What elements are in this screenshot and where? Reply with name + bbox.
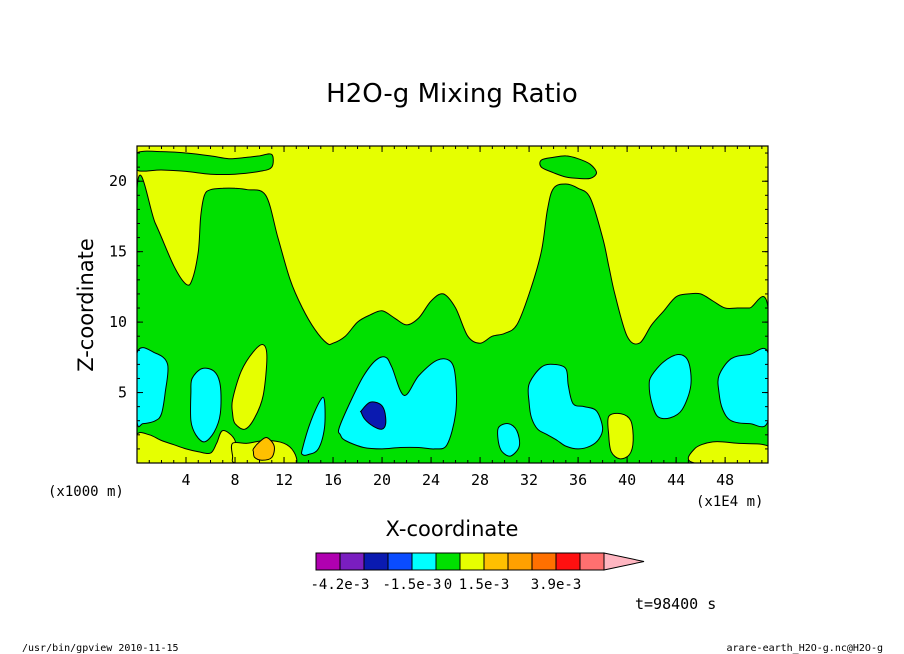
x-unit-note: (x1E4 m)	[696, 494, 763, 510]
x-tick-label: 4	[181, 471, 190, 489]
contour-region-15	[607, 412, 634, 460]
colorbar-arrow	[603, 552, 645, 571]
contour-region-7	[497, 423, 521, 457]
contour-region-16	[687, 441, 768, 463]
x-axis: 4 8 12 16 20 24 28 32 36 40 44 48	[148, 146, 763, 489]
colorbar-swatch-4	[411, 552, 437, 571]
x-axis-label: X-coordinate	[386, 517, 519, 541]
x-tick-label: 16	[324, 471, 342, 489]
contour-region-13	[231, 344, 268, 430]
chart-title: H2O-g Mixing Ratio	[326, 79, 578, 109]
colorbar-swatch-8	[507, 552, 533, 571]
x-tick-label: 40	[618, 471, 636, 489]
contour-fills	[137, 150, 768, 463]
x-tick-label: 24	[422, 471, 440, 489]
contour-region-2	[539, 155, 598, 180]
contour-region-6	[337, 356, 457, 450]
colorbar-swatch-6	[459, 552, 485, 571]
x-tick-label: 8	[231, 471, 240, 489]
colorbar-swatch-5	[435, 552, 461, 571]
contour-region-12	[137, 430, 238, 463]
x-tick-label: 20	[373, 471, 391, 489]
contour-region-9	[648, 353, 692, 420]
colorbar-label: -4.2e-3	[310, 577, 369, 593]
y-tick-label: 10	[109, 313, 127, 331]
y-tick-label: 5	[118, 384, 127, 402]
y-axis-label: Z-coordinate	[74, 238, 98, 372]
contour-region-1	[137, 150, 274, 175]
colorbar-swatch-11	[579, 552, 605, 571]
colorbar-swatch-7	[483, 552, 509, 571]
colorbar-swatch-9	[531, 552, 557, 571]
footer-right: arare-earth_H2O-g.nc@H2O-g	[726, 643, 883, 654]
colorbar-labels: -4.2e-3 -1.5e-3 0 1.5e-3 3.9e-3	[310, 577, 581, 593]
footer-left: /usr/bin/gpview 2010-11-15	[22, 643, 179, 654]
colorbar	[315, 552, 645, 571]
contour-region-8	[527, 363, 604, 450]
x-tick-label: 28	[471, 471, 489, 489]
colorbar-swatch-10	[555, 552, 581, 571]
colorbar-label: 3.9e-3	[531, 577, 582, 593]
contour-region-3	[137, 347, 169, 428]
y-axis: 5 10 15 20	[109, 152, 768, 450]
x-tick-label: 12	[275, 471, 293, 489]
colorbar-swatch-3	[387, 552, 413, 571]
y-tick-label: 15	[109, 243, 127, 261]
contour-region-4	[189, 367, 222, 443]
colorbar-label: -1.5e-3	[382, 577, 441, 593]
colorbar-label: 0	[444, 577, 452, 593]
y-tick-label: 20	[109, 172, 127, 190]
x-tick-label: 32	[520, 471, 538, 489]
contour-region-17	[252, 437, 275, 461]
contour-region-0	[137, 174, 768, 463]
colorbar-label: 1.5e-3	[459, 577, 510, 593]
time-label: t=98400 s	[635, 595, 716, 613]
colorbar-swatch-1	[339, 552, 365, 571]
x-tick-label: 44	[667, 471, 685, 489]
contour-region-11	[359, 401, 387, 430]
contour-region-5	[301, 396, 326, 456]
x-tick-label: 48	[716, 471, 734, 489]
plot-frame	[136, 145, 769, 464]
colorbar-swatch-0	[315, 552, 341, 571]
colorbar-swatch-2	[363, 552, 389, 571]
contour-region-10	[717, 347, 768, 428]
x-tick-label: 36	[569, 471, 587, 489]
x-scale-note: (x1000 m)	[48, 484, 124, 500]
